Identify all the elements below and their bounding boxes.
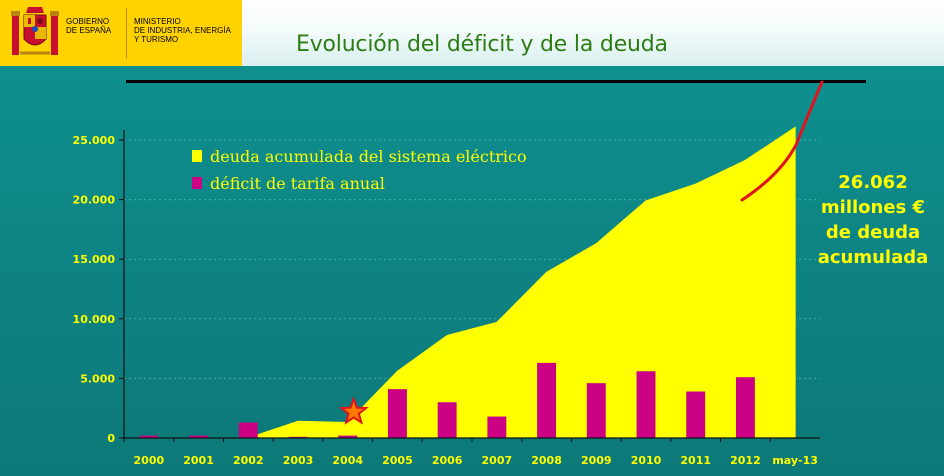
x-tick-label: 2003	[283, 454, 314, 467]
callout-value: 26.062	[838, 172, 908, 193]
deficit-bar-2002	[238, 422, 258, 438]
y-tick-label: 15.000	[73, 253, 116, 266]
deficit-bar-2000	[139, 435, 159, 438]
y-tick-label: 10.000	[73, 313, 116, 326]
y-tick-label: 25.000	[73, 134, 116, 147]
x-tick-label: 2010	[631, 454, 662, 467]
x-tick-label: 2004	[332, 454, 363, 467]
x-tick-label: 2009	[581, 454, 612, 467]
title-underline	[126, 80, 866, 83]
legend-label-debt: deuda acumulada del sistema eléctrico	[210, 147, 527, 166]
legend-label-deficit: déficit de tarifa anual	[210, 174, 385, 193]
header-bar: GOBIERNO DE ESPAÑA MINISTERIO DE INDUSTR…	[0, 0, 944, 66]
x-tick-label: 2011	[680, 454, 711, 467]
x-tick-label: 2012	[730, 454, 761, 467]
callout-line-4: acumulada	[817, 247, 929, 268]
callout-line-3: de deuda	[825, 222, 921, 243]
x-tick-label: 2008	[531, 454, 562, 467]
x-tick-label: 2000	[134, 454, 165, 467]
slide-title: Evolución del déficit y de la deuda	[296, 32, 668, 57]
y-tick-label: 20.000	[73, 194, 116, 207]
red-arrow-line	[740, 80, 824, 202]
deficit-bar-2012	[735, 377, 755, 438]
legend-swatch-debt	[192, 150, 202, 162]
deficit-bar-2009	[586, 383, 606, 438]
government-logo-block: GOBIERNO DE ESPAÑA MINISTERIO DE INDUSTR…	[0, 0, 242, 66]
deficit-bar-2004	[338, 435, 358, 438]
deficit-bar-2001	[189, 435, 209, 438]
y-tick-label: 0	[107, 432, 115, 445]
deficit-bar-2005	[387, 389, 407, 438]
y-tick-label: 5.000	[80, 372, 115, 385]
ministry-name: MINISTERIO DE INDUSTRIA, ENERGÍA Y TURIS…	[134, 17, 231, 44]
deficit-bar-2007	[487, 416, 507, 438]
government-name: GOBIERNO DE ESPAÑA	[66, 17, 112, 35]
deficit-bar-2008	[537, 362, 557, 438]
coat-of-arms-icon	[11, 7, 59, 55]
x-tick-label: 2006	[432, 454, 463, 467]
deficit-bar-2010	[636, 371, 656, 438]
x-tick-label: 2001	[183, 454, 214, 467]
deficit-bar-2006	[437, 402, 457, 438]
total-debt-callout: 26.062 millones € de deuda acumulada	[806, 170, 940, 270]
star-icon	[338, 396, 369, 425]
x-tick-label: may-13	[772, 454, 818, 467]
header-divider	[126, 8, 127, 58]
legend-swatch-deficit	[192, 177, 202, 189]
deficit-bar-2011	[686, 391, 706, 438]
x-tick-label: 2002	[233, 454, 264, 467]
callout-unit: millones €	[820, 197, 926, 218]
x-tick-label: 2007	[482, 454, 513, 467]
x-tick-label: 2005	[382, 454, 413, 467]
